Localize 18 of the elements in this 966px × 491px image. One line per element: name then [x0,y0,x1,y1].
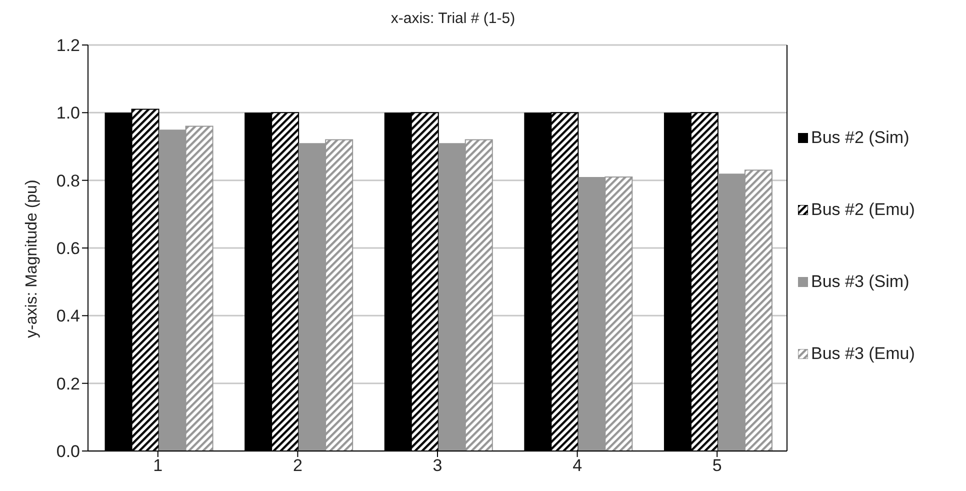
x-tick-label: 3 [432,456,442,476]
x-tick-label: 5 [712,456,722,476]
y-tick-label: 0.0 [56,442,80,462]
y-tick-label: 1.2 [56,36,80,56]
legend-label: Bus #3 (Emu) [811,344,915,364]
x-tick-label: 1 [153,456,163,476]
x-tick-label: 2 [292,456,302,476]
legend-label: Bus #2 (Emu) [811,200,915,220]
y-tick-label: 0.2 [56,374,80,394]
legend-label: Bus #3 (Sim) [811,272,910,292]
y-tick-label: 0.8 [56,171,80,190]
y-axis-title: y-axis: Magnitude (pu) [24,180,41,338]
y-tick-label: 0.4 [56,306,80,326]
chart-title: x-axis: Trial # (1-5) [390,10,516,27]
x-tick-label: 4 [572,456,582,476]
y-tick-label: 0.6 [56,239,80,258]
legend-label: Bus #2 (Sim) [811,128,910,148]
y-tick-label: 1.0 [56,104,80,123]
